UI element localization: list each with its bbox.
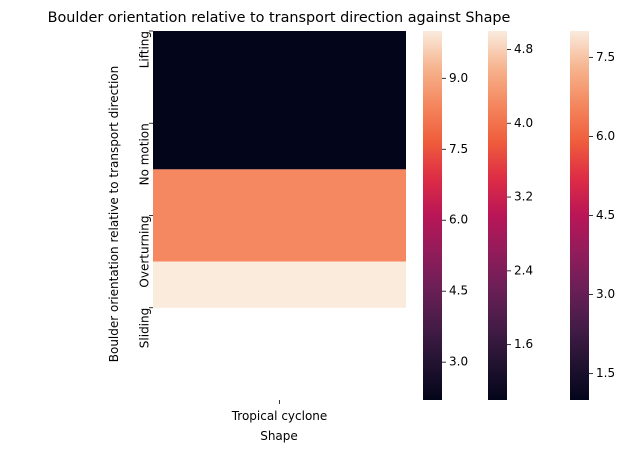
- heatmap-cell-3: [153, 261, 406, 308]
- y-tick-label: Sliding: [138, 308, 152, 348]
- colorbar-tick-label: 3.0: [596, 287, 615, 301]
- colorbar-tick-label: 6.0: [596, 129, 615, 143]
- colorbar-tick-label: 2.4: [514, 263, 533, 277]
- heatmap-cell-1: [153, 31, 406, 170]
- y-tick-label: Lifting: [138, 31, 152, 68]
- y-axis-label: Boulder orientation relative to transpor…: [107, 66, 121, 363]
- colorbars: 3.0 4.5 6.0 7.5 9.0 1.6 2.4 3.2 4.0 4.8 1.5 3.0 4.5 6…: [423, 31, 615, 400]
- heatmap-cells: [153, 31, 406, 308]
- colorbar-1: 3.0 4.5 6.0 7.5 9.0: [423, 31, 468, 400]
- colorbar-tick-label: 4.8: [514, 42, 533, 56]
- x-axis-ticks: Tropical cyclone: [231, 400, 328, 423]
- y-tick-label: No motion: [138, 123, 152, 185]
- chart-title: Boulder orientation relative to transpor…: [48, 10, 511, 26]
- x-axis-label: Shape: [260, 429, 298, 443]
- colorbar-tick-label: 3.2: [514, 190, 533, 204]
- colorbar-tick-label: 4.5: [449, 284, 468, 298]
- colorbar-2: 1.6 2.4 3.2 4.0 4.8: [488, 31, 533, 400]
- colorbar-gradient: [423, 31, 442, 400]
- colorbar-tick-label: 3.0: [449, 355, 468, 369]
- y-tick-label: Overturning: [138, 216, 152, 288]
- colorbar-tick-label: 1.6: [514, 337, 533, 351]
- colorbar-tick-label: 6.0: [449, 213, 468, 227]
- colorbar-tick-label: 1.5: [596, 366, 615, 380]
- colorbar-tick-label: 9.0: [449, 71, 468, 85]
- colorbar-tick-label: 4.5: [596, 208, 615, 222]
- colorbar-gradient: [488, 31, 507, 400]
- colorbar-tick-label: 4.0: [514, 116, 533, 130]
- y-axis-ticks: Lifting No motion Overturning Sliding: [138, 30, 153, 348]
- colorbar-gradient: [570, 31, 589, 400]
- x-tick-label: Tropical cyclone: [231, 409, 328, 423]
- heatmap-cell-2: [153, 169, 406, 262]
- colorbar-tick-label: 7.5: [449, 142, 468, 156]
- colorbar-3: 1.5 3.0 4.5 6.0 7.5: [570, 31, 615, 400]
- colorbar-tick-label: 7.5: [596, 50, 615, 64]
